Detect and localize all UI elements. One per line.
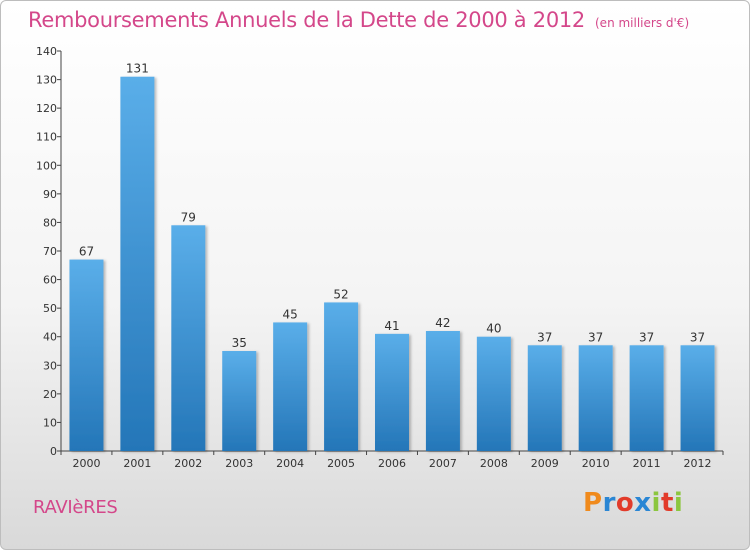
data-label: 35 (232, 336, 247, 350)
y-tick-label: 70 (43, 245, 57, 258)
y-tick-label: 140 (36, 45, 57, 58)
logo-letter: P (583, 488, 603, 518)
logo-letter: o (615, 488, 635, 518)
bars (69, 76, 715, 451)
axes: 0 10 20 30 40 50 60 70 80 90 100 110 120 130 140 2000 20… (36, 45, 724, 470)
x-tick-label: 2005 (327, 457, 355, 470)
data-label: 37 (588, 330, 603, 344)
bar-2001 (120, 76, 155, 451)
y-tick-label: 110 (36, 131, 57, 144)
y-tick-label: 20 (43, 388, 57, 401)
y-tick-label: 10 (43, 416, 57, 429)
bar-2007 (425, 331, 460, 451)
y-tick-label: 30 (43, 359, 57, 372)
x-tick-label: 2002 (174, 457, 202, 470)
x-tick-label: 2007 (429, 457, 457, 470)
bar-2004 (273, 322, 308, 451)
bar-2011 (629, 345, 664, 451)
y-tick-label: 80 (43, 216, 57, 229)
x-tick-label: 2004 (276, 457, 304, 470)
bar-2002 (171, 225, 206, 451)
data-label: 37 (690, 330, 705, 344)
bar-2010 (578, 345, 613, 451)
data-label: 131 (126, 62, 149, 76)
data-label: 45 (283, 307, 298, 321)
chart-title: Remboursements Annuels de la Dette de 20… (28, 8, 689, 32)
data-label: 52 (333, 287, 348, 301)
y-tick-label: 60 (43, 274, 57, 287)
logo-letter: x (634, 488, 652, 518)
y-tick-label: 100 (36, 159, 57, 172)
bar-2006 (375, 333, 409, 451)
bar-2000 (69, 259, 104, 451)
logo-letter: t (660, 488, 674, 518)
value-labels: 67 131 79 35 45 52 41 42 40 37 37 37 37 (79, 62, 705, 350)
data-label: 42 (435, 316, 450, 330)
x-tick-label: 2001 (123, 457, 151, 470)
proxiti-logo[interactable]: Proxiti (583, 488, 683, 518)
y-tick-label: 50 (43, 302, 57, 315)
data-label: 37 (537, 330, 552, 344)
y-tick-label: 90 (43, 188, 57, 201)
x-tick-label: 2008 (480, 457, 508, 470)
x-tick-label: 2010 (582, 457, 610, 470)
chart-title-text: Remboursements Annuels de la Dette de 20… (28, 8, 585, 32)
y-tick-label: 120 (36, 102, 57, 115)
y-tick-label: 130 (36, 74, 57, 87)
logo-letter: i (673, 488, 684, 518)
bar-2003 (222, 351, 257, 451)
commune-name: RAVIèRES (33, 497, 118, 518)
data-label: 40 (486, 322, 501, 336)
bar-2012 (680, 345, 715, 451)
bar-2009 (527, 345, 562, 451)
bar-2005 (324, 302, 359, 451)
data-label: 41 (384, 319, 399, 333)
x-tick-label: 2000 (72, 457, 100, 470)
logo-letter: r (602, 488, 616, 518)
chart-unit: (en milliers d'€) (595, 16, 690, 30)
x-tick-label: 2012 (684, 457, 712, 470)
data-label: 67 (79, 245, 94, 259)
x-tick-label: 2003 (225, 457, 253, 470)
x-tick-label: 2006 (378, 457, 406, 470)
logo-letter: i (651, 488, 661, 518)
y-tick-label: 40 (43, 331, 57, 344)
bar-2008 (476, 336, 511, 451)
data-label: 37 (639, 330, 654, 344)
y-tick-label: 0 (50, 445, 57, 458)
x-tick-label: 2011 (633, 457, 661, 470)
data-label: 79 (181, 210, 196, 224)
x-tick-label: 2009 (531, 457, 559, 470)
